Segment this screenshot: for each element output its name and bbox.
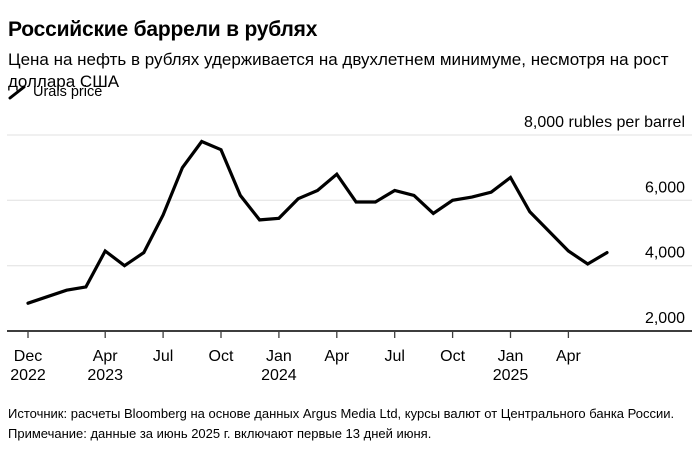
line-marker-icon	[8, 85, 26, 99]
urals-price-line-chart: 2,000 4,000 6,000 8,000 rubles per barrel De…	[7, 114, 692, 384]
source-note: Источник: расчеты Bloomberg на основе да…	[8, 406, 675, 421]
data-note: Примечание: данные за июнь 2025 г. включ…	[8, 425, 432, 441]
x-axis-month-label: Jul	[384, 348, 404, 365]
x-axis-month-label: Oct	[440, 348, 465, 365]
chart-subtitle: Цена на нефть в рублях удерживается на д…	[8, 50, 669, 91]
y-axis-label: 4,000	[645, 245, 685, 262]
x-axis-month-label: Jul	[153, 348, 173, 365]
x-axis-year-label: 2025	[493, 367, 529, 384]
x-axis-year-label: 2022	[10, 367, 46, 384]
urals-price-line	[26, 139, 609, 305]
x-axis-month-label: Apr	[324, 348, 350, 365]
y-axis-label: 8,000 rubles per barrel	[524, 114, 685, 131]
x-axis-month-label: Apr	[556, 348, 582, 365]
footer: Источник: расчеты Bloomberg на основе да…	[8, 404, 694, 443]
x-axis-month-label: Jan	[498, 348, 524, 365]
legend-label: Urals price	[33, 84, 103, 100]
x-axis-month-label: Oct	[209, 348, 234, 365]
x-axis-month-label: Jan	[266, 348, 292, 365]
y-axis-label: 6,000	[645, 179, 685, 196]
x-axis-year-label: 2024	[261, 367, 297, 384]
x-axis-month-label: Apr	[93, 348, 119, 365]
x-axis-year-label: 2023	[87, 367, 123, 384]
x-axis-month-label: Dec	[14, 348, 42, 365]
y-axis-label: 2,000	[645, 310, 685, 327]
legend: Urals price	[8, 84, 102, 100]
chart-title: Российские баррели в рублях	[8, 18, 318, 42]
